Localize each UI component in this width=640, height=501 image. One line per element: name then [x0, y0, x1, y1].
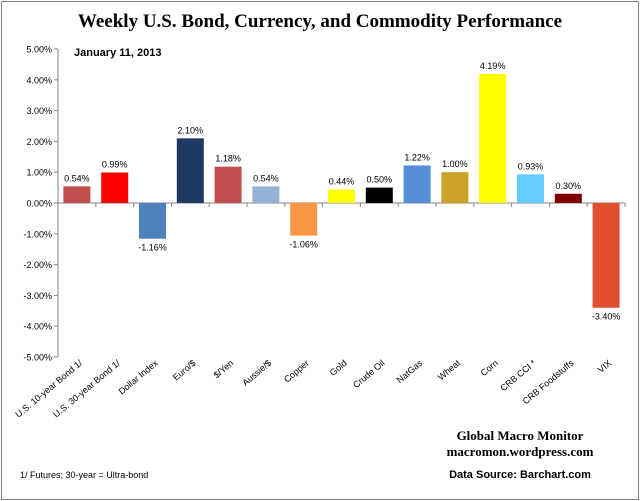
x-category-label: U.S. 30-year Bond 1/: [51, 358, 122, 420]
y-tick-label: -2.00%: [23, 260, 52, 270]
bar-data-label: 0.93%: [518, 161, 544, 171]
bar: [139, 203, 166, 239]
bar: [328, 189, 355, 203]
bar-data-label: 1.00%: [442, 159, 468, 169]
x-category-label: Wheat: [436, 358, 463, 383]
x-category-label: NatGas: [395, 358, 425, 386]
bar: [403, 165, 431, 203]
y-tick-label: -3.00%: [23, 291, 52, 301]
bar-data-label: 1.22%: [404, 152, 430, 162]
bar-data-label: 0.50%: [367, 175, 393, 185]
data-source: Data Source: Barchart.com: [449, 469, 591, 481]
bar-data-label: -1.16%: [138, 243, 167, 253]
bar-data-label: 0.44%: [329, 176, 355, 186]
x-category-label: U.S. 10-year Bond 1/: [13, 358, 84, 420]
bar: [252, 186, 280, 203]
bar-data-label: 2.10%: [178, 125, 204, 135]
y-tick-label: 3.00%: [26, 106, 52, 116]
bar: [479, 73, 507, 203]
x-category-label: Crude Oil: [351, 358, 387, 390]
bar: [517, 174, 544, 203]
bar: [101, 172, 129, 203]
bar-data-label: -3.40%: [592, 312, 621, 322]
x-category-label: $/Yen: [212, 358, 236, 380]
y-tick-label: 0.00%: [26, 199, 52, 209]
bar-data-label: 0.54%: [64, 173, 90, 183]
y-tick-label: -4.00%: [23, 322, 52, 332]
x-category-label: Gold: [328, 358, 349, 378]
chart-title: Weekly U.S. Bond, Currency, and Commodit…: [78, 11, 562, 32]
x-category-label: Dollar Index: [117, 358, 161, 397]
bar: [441, 172, 469, 203]
footnote: 1/ Futures; 30-year = Ultra-bond: [20, 470, 148, 480]
bar-data-label: 4.19%: [480, 61, 506, 71]
bar-data-label: -1.06%: [289, 240, 318, 250]
bar: [214, 166, 242, 203]
x-category-label: Aussie/$: [240, 358, 273, 388]
bar: [554, 193, 582, 203]
x-category-label: Corn: [479, 358, 500, 378]
bar: [365, 187, 393, 203]
x-category-label: Copper: [282, 358, 311, 385]
x-category-label: VIX: [596, 358, 614, 375]
bar: [176, 138, 204, 203]
bar: [592, 203, 620, 308]
bar: [63, 186, 91, 203]
bar-data-label: 0.54%: [253, 173, 279, 183]
y-tick-label: -1.00%: [23, 229, 52, 239]
y-tick-label: 2.00%: [26, 137, 52, 147]
credit-url: macromon.wordpress.com: [447, 444, 594, 459]
bar: [290, 203, 318, 236]
credit-name: Global Macro Monitor: [457, 428, 584, 443]
y-tick-label: 4.00%: [26, 75, 52, 85]
y-tick-label: -5.00%: [23, 353, 52, 363]
y-tick-label: 5.00%: [26, 45, 52, 55]
bar-data-label: 0.30%: [556, 181, 582, 191]
chart-date: January 11, 2013: [74, 47, 161, 59]
bar-data-label: 0.99%: [102, 160, 128, 170]
bar-data-label: 1.18%: [215, 154, 241, 164]
x-category-label: Euro/$: [171, 358, 198, 383]
y-tick-label: 1.00%: [26, 168, 52, 178]
